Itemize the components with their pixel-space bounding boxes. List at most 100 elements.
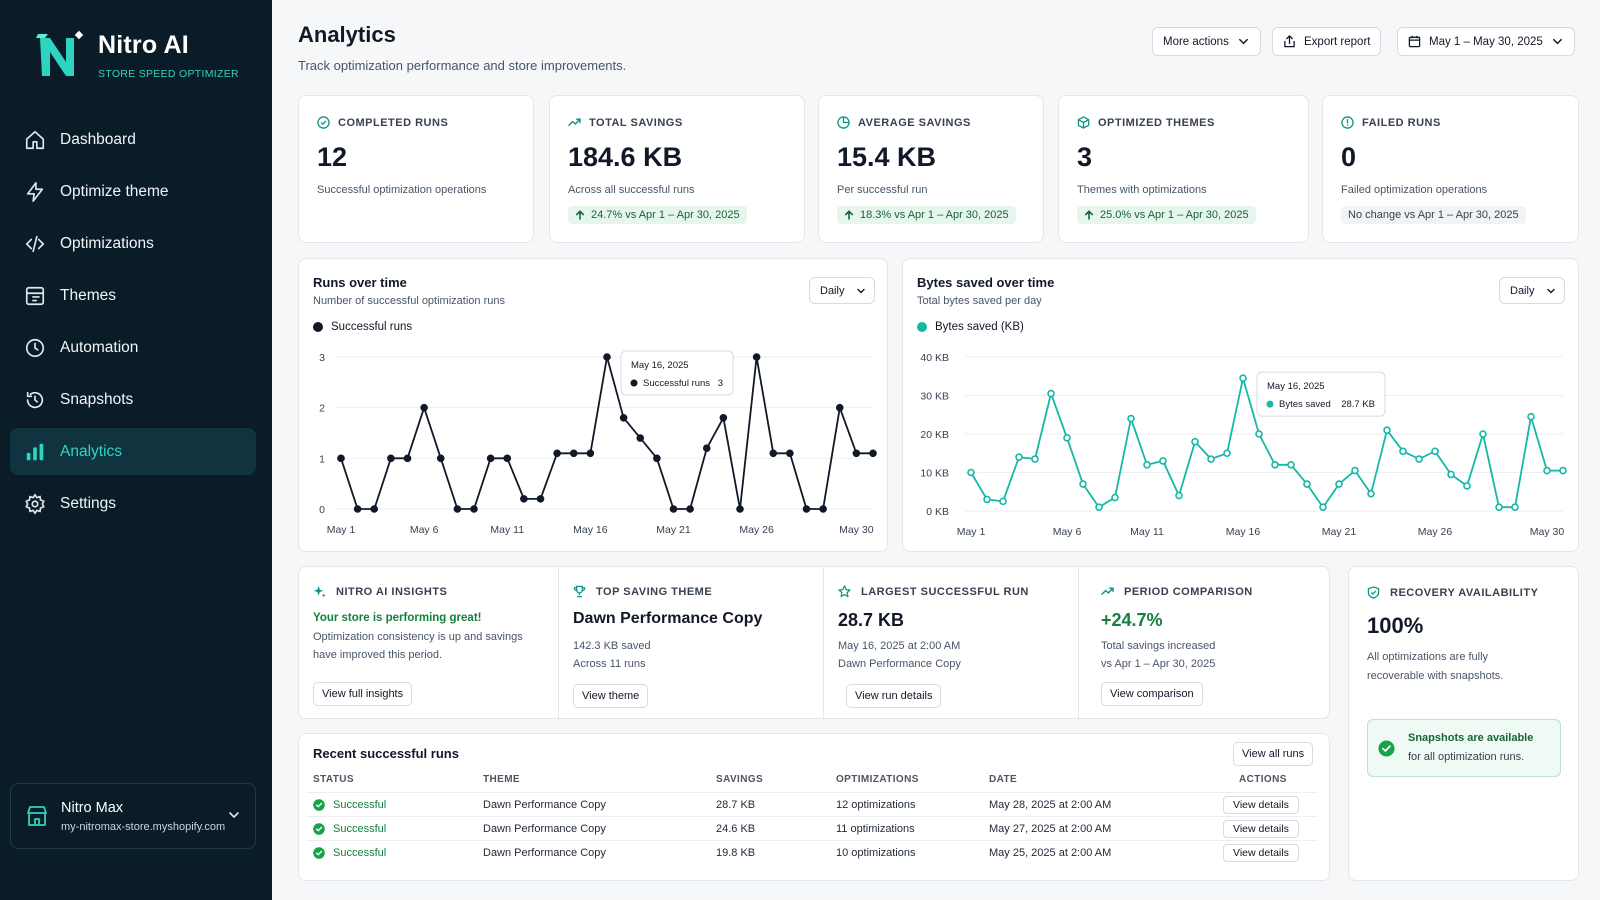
store-switcher[interactable]: Nitro Max my-nitromax-store.myshopify.co… — [10, 783, 256, 849]
data-point — [1415, 455, 1423, 463]
granularity-select[interactable]: Daily — [809, 277, 875, 304]
insights-headline: Your store is performing great! — [313, 612, 482, 624]
tooltip-label: Successful runs — [643, 378, 710, 389]
granularity-select[interactable]: Daily — [1499, 277, 1565, 304]
bytes-chart-plot: 0 KB 10 KB 20 KB 30 KB 40 KB May 1 May 6 May 11… — [920, 352, 1567, 538]
stat-description: Failed optimization operations — [1341, 184, 1488, 196]
data-point — [470, 505, 478, 513]
data-point — [1335, 480, 1343, 488]
stat-label: OPTIMIZED THEMES — [1098, 116, 1215, 129]
data-point — [686, 505, 694, 513]
data-point — [967, 468, 975, 477]
legend-swatch — [313, 322, 323, 332]
data-point — [1463, 482, 1471, 490]
sidebar-item-themes[interactable]: Themes — [10, 272, 256, 319]
sidebar-nav: Dashboard Optimize theme Optimizations T… — [10, 116, 256, 532]
data-point — [420, 403, 428, 412]
chart-legend: Successful runs — [313, 321, 412, 333]
more-actions-button[interactable]: More actions — [1152, 27, 1261, 56]
top-saving-theme-section: TOP SAVING THEME Dawn Performance Copy 1… — [559, 567, 823, 720]
date-range-picker[interactable]: May 1 – May 30, 2025 — [1397, 27, 1575, 56]
y-tick-label: 3 — [319, 352, 325, 364]
clock-icon — [25, 338, 45, 357]
gear-icon — [25, 492, 45, 515]
section-label: LARGEST SUCCESSFUL RUN — [861, 585, 1029, 598]
view-comparison-button[interactable]: View comparison — [1101, 682, 1203, 706]
stat-label: FAILED RUNS — [1362, 116, 1441, 129]
view-details-button[interactable]: View details — [1223, 796, 1299, 814]
view-details-button[interactable]: View details — [1223, 844, 1299, 862]
store-url: my-nitromax-store.myshopify.com — [61, 820, 226, 833]
view-full-insights-button[interactable]: View full insights — [313, 682, 413, 706]
period-comparison-section: PERIOD COMPARISON +24.7% Total savings i… — [1079, 567, 1331, 720]
bolt-icon — [26, 181, 44, 202]
sidebar-item-analytics[interactable]: Analytics — [10, 428, 256, 475]
sidebar: Nitro AI STORE SPEED OPTIMIZER Dashboard… — [0, 0, 272, 900]
export-icon — [1284, 35, 1295, 48]
data-point — [636, 434, 645, 442]
chevron-down-icon — [1552, 38, 1562, 45]
sidebar-item-automation[interactable]: Automation — [10, 324, 256, 371]
data-point — [1303, 480, 1311, 488]
insights-text: have improved this period. — [313, 649, 443, 661]
chevron-down-icon — [229, 812, 239, 819]
tooltip-value: 3 — [718, 378, 723, 389]
data-point — [1047, 389, 1055, 398]
date-cell: May 25, 2025 at 2:00 AM — [989, 847, 1112, 859]
period-text: vs Apr 1 – Apr 30, 2025 — [1101, 658, 1216, 670]
stat-card-header: OPTIMIZED THEMES — [1077, 116, 1215, 129]
y-tick-label: 2 — [319, 403, 325, 415]
view-all-runs-button[interactable]: View all runs — [1233, 742, 1314, 766]
optimizations-cell: 12 optimizations — [836, 799, 916, 811]
page-subtitle: Track optimization performance and store… — [298, 58, 627, 73]
section-header: LARGEST SUCCESSFUL RUN — [838, 585, 1029, 598]
sidebar-item-settings[interactable]: Settings — [10, 480, 256, 527]
bytes-saved-chart: Bytes saved over time Total bytes saved … — [902, 258, 1579, 552]
sidebar-item-snapshots[interactable]: Snapshots — [10, 376, 256, 423]
table-row: Successful Dawn Performance Copy 24.6 KB… — [307, 816, 1317, 840]
chevron-down-icon — [1547, 288, 1555, 294]
trend-up-icon — [1101, 587, 1114, 595]
stat-change-badge: 18.3% vs Apr 1 – Apr 30, 2025 — [837, 206, 1016, 224]
view-run-details-button[interactable]: View run details — [846, 684, 942, 708]
status-text: Successful — [333, 823, 387, 835]
view-details-button[interactable]: View details — [1223, 820, 1299, 838]
divider — [558, 567, 559, 720]
data-point — [1271, 461, 1279, 469]
section-label: PERIOD COMPARISON — [1124, 585, 1253, 598]
brand-tagline: STORE SPEED OPTIMIZER — [98, 68, 239, 80]
date-range-label: May 1 – May 30, 2025 — [1429, 35, 1543, 48]
sidebar-item-dashboard[interactable]: Dashboard — [10, 116, 256, 163]
chart-legend: Bytes saved (KB) — [917, 321, 1024, 333]
x-tick-label: May 30 — [1530, 526, 1565, 538]
data-point — [852, 449, 861, 458]
sidebar-item-optimize-theme[interactable]: Optimize theme — [10, 168, 256, 215]
column-header-actions: ACTIONS — [1239, 774, 1287, 785]
x-tick-label: May 11 — [1130, 526, 1164, 538]
data-point — [520, 495, 528, 503]
status-text: Successful — [333, 847, 387, 859]
data-point — [1127, 414, 1135, 423]
brand-logo[interactable]: Nitro AI STORE SPEED OPTIMIZER — [36, 24, 239, 80]
stat-card-optimized-themes: OPTIMIZED THEMES 3 Themes with optimizat… — [1058, 95, 1309, 243]
data-point — [869, 449, 877, 458]
sidebar-item-optimizations[interactable]: Optimizations — [10, 220, 256, 267]
stat-change-badge: 24.7% vs Apr 1 – Apr 30, 2025 — [568, 206, 747, 224]
stat-value: 3 — [1077, 142, 1093, 172]
column-header-savings: SAVINGS — [716, 774, 764, 785]
sidebar-item-label: Automation — [60, 338, 139, 356]
top-theme-saved: 142.3 KB saved — [573, 640, 651, 652]
date-cell: May 28, 2025 at 2:00 AM — [989, 799, 1112, 811]
stat-card-failed-runs: FAILED RUNS 0 Failed optimization operat… — [1322, 95, 1579, 243]
largest-run-value: 28.7 KB — [838, 610, 905, 630]
more-actions-label: More actions — [1163, 35, 1229, 48]
column-header-theme: THEME — [483, 774, 520, 785]
view-theme-button[interactable]: View theme — [573, 684, 649, 708]
x-tick-label: May 30 — [839, 524, 874, 536]
arrow-up-icon — [576, 210, 584, 220]
check-circle-filled-icon — [313, 823, 325, 835]
stat-card-average-savings: AVERAGE SAVINGS 15.4 KB Per successful r… — [818, 95, 1044, 243]
data-point — [1095, 503, 1103, 511]
export-report-button[interactable]: Export report — [1272, 27, 1382, 56]
data-point — [1191, 437, 1199, 446]
